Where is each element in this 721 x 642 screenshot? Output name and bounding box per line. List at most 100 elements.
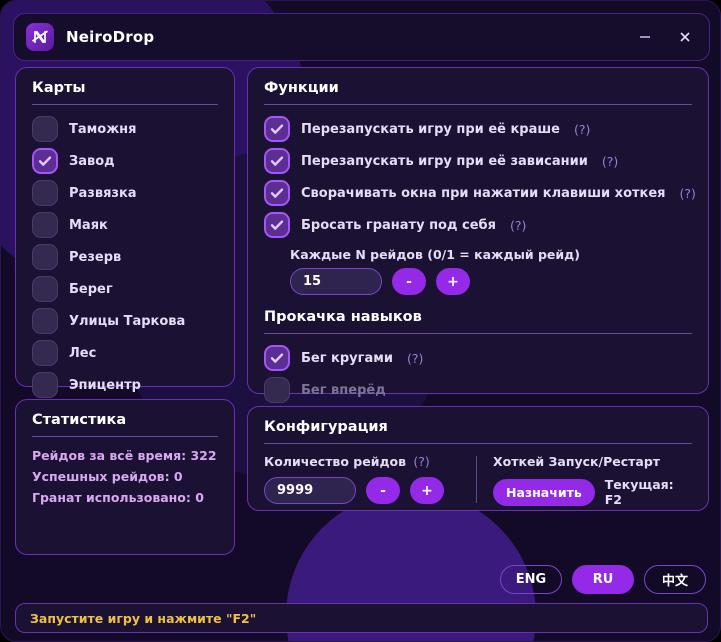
checkbox-checked-icon[interactable] <box>264 180 290 206</box>
maps-list: Таможня Завод Развязка Маяк Резерв Берег Улицы… <box>16 113 234 401</box>
function-item-help-icon[interactable]: (?) <box>574 121 591 137</box>
function-item-1[interactable]: Перезапускать игру при её зависании (?) <box>248 145 708 177</box>
checkbox-unchecked-icon[interactable] <box>32 212 58 238</box>
hotkey-row: Назначить Текущая: F2 <box>493 477 692 507</box>
statistic-line-2: Гранат использовано: 0 <box>32 490 204 505</box>
raids-count-label: Количество рейдов (?) <box>264 454 476 469</box>
skill-item-help-icon[interactable]: (?) <box>406 350 424 366</box>
minimize-icon[interactable] <box>627 20 663 54</box>
map-item-2[interactable]: Развязка <box>16 177 234 209</box>
raids-increment-button[interactable]: + <box>410 477 444 504</box>
interval-stepper: - + <box>248 266 708 295</box>
checkbox-checked-icon[interactable] <box>264 212 290 238</box>
checkbox-unchecked-icon[interactable] <box>32 340 58 366</box>
status-message: Запустите игру и нажмите "F2" <box>30 610 257 626</box>
divider <box>264 104 692 105</box>
functions-panel: Функции Перезапускать игру при её краше (… <box>247 67 709 403</box>
function-item-3[interactable]: Бросать гранату под себя (?) <box>248 209 708 241</box>
checkbox-unchecked-icon[interactable] <box>32 116 58 142</box>
divider <box>264 333 692 334</box>
raids-count-help-icon[interactable]: (?) <box>413 454 430 469</box>
map-item-label: Таможня <box>69 121 137 137</box>
current-hotkey-value: Текущая: F2 <box>604 477 674 507</box>
checkbox-checked-icon[interactable] <box>264 116 290 142</box>
map-item-5[interactable]: Берег <box>16 273 234 305</box>
map-item-4[interactable]: Резерв <box>16 241 234 273</box>
map-item-label: Маяк <box>69 217 108 233</box>
title-bar: NeiroDrop <box>13 13 710 61</box>
statistics-panel: Статистика Рейдов за всё время: 322 Успеш… <box>15 399 235 555</box>
skills-list: Бег кругами (?) Бег вперёд <box>248 342 708 406</box>
map-item-3[interactable]: Маяк <box>16 209 234 241</box>
statistics-list: Рейдов за всё время: 322 Успешных рейдов:… <box>16 445 234 508</box>
map-item-label: Лес <box>69 345 97 361</box>
divider <box>264 443 692 444</box>
checkbox-unchecked-icon[interactable] <box>32 180 58 206</box>
hotkey-group: Хоткей Запуск/Рестарт Назначить Текущая:… <box>493 454 692 507</box>
map-item-label: Эпицентр <box>69 377 141 393</box>
checkbox-unchecked-icon[interactable] <box>32 372 58 398</box>
hotkey-label: Хоткей Запуск/Рестарт <box>493 454 661 469</box>
skill-item-1: Бег вперёд <box>248 374 708 406</box>
skill-item-label: Бег вперёд <box>301 382 386 398</box>
language-button-中文[interactable]: 中文 <box>644 565 706 594</box>
map-item-label: Резерв <box>69 249 122 265</box>
checkbox-unchecked-icon[interactable] <box>32 276 58 302</box>
close-icon[interactable] <box>667 20 703 54</box>
window-controls <box>627 20 703 54</box>
map-item-8[interactable]: Эпицентр <box>16 369 234 401</box>
maps-panel-title: Карты <box>32 80 86 96</box>
map-item-label: Завод <box>69 153 115 169</box>
map-item-7[interactable]: Лес <box>16 337 234 369</box>
interval-decrement-button[interactable]: - <box>392 268 426 295</box>
checkbox-checked-icon[interactable] <box>264 148 290 174</box>
raids-stepper: - + <box>264 477 476 504</box>
statistics-panel-title: Статистика <box>32 412 127 428</box>
language-switcher: ENG RU 中文 <box>500 565 706 594</box>
map-item-label: Развязка <box>69 185 137 201</box>
map-item-1[interactable]: Завод <box>16 145 234 177</box>
function-item-label: Сворачивать окна при нажатии клавиши хот… <box>301 185 666 201</box>
checkbox-checked-icon[interactable] <box>264 345 290 371</box>
statistic-line-0: Рейдов за всё время: 322 <box>32 448 217 463</box>
map-item-6[interactable]: Улицы Таркова <box>16 305 234 337</box>
divider <box>32 436 218 437</box>
neirodrop-logo-icon <box>26 23 54 51</box>
functions-list: Перезапускать игру при её краше (?) Переза… <box>248 113 708 241</box>
divider <box>32 104 218 105</box>
map-item-label: Улицы Таркова <box>69 313 186 329</box>
interval-increment-button[interactable]: + <box>436 268 470 295</box>
skill-item-label: Бег кругами <box>301 350 393 366</box>
window-title: NeiroDrop <box>66 28 155 46</box>
vertical-divider <box>476 456 477 503</box>
raids-count-label-text: Количество рейдов <box>264 454 407 469</box>
maps-panel: Карты Таможня Завод Развязка Маяк Резерв Бере… <box>15 67 235 398</box>
skill-item-0[interactable]: Бег кругами (?) <box>248 342 708 374</box>
language-button-eng[interactable]: ENG <box>500 565 562 594</box>
checkbox-unchecked-icon[interactable] <box>32 244 58 270</box>
raids-count-input[interactable] <box>264 477 356 504</box>
functions-panel-title: Функции <box>264 80 339 96</box>
function-item-2[interactable]: Сворачивать окна при нажатии клавиши хот… <box>248 177 708 209</box>
raids-decrement-button[interactable]: - <box>366 477 400 504</box>
function-item-label: Бросать гранату под себя <box>301 217 496 233</box>
interval-input[interactable] <box>290 268 382 295</box>
interval-label: Каждые N рейдов (0/1 = каждый рейд) <box>290 247 580 262</box>
function-item-help-icon[interactable]: (?) <box>509 217 527 233</box>
checkbox-unchecked-icon[interactable] <box>32 308 58 334</box>
status-bar: Запустите игру и нажмите "F2" <box>15 603 708 633</box>
statistic-line-1: Успешных рейдов: 0 <box>32 469 183 484</box>
language-button-ru[interactable]: RU <box>572 565 634 594</box>
checkbox-unchecked-icon <box>264 377 290 403</box>
function-item-help-icon[interactable]: (?) <box>679 185 696 201</box>
checkbox-checked-icon[interactable] <box>32 148 58 174</box>
function-item-label: Перезапускать игру при её зависании <box>301 153 588 169</box>
assign-hotkey-button[interactable]: Назначить <box>493 478 595 506</box>
map-item-0[interactable]: Таможня <box>16 113 234 145</box>
function-item-label: Перезапускать игру при её краше <box>301 121 560 137</box>
map-item-label: Берег <box>69 281 113 297</box>
function-item-help-icon[interactable]: (?) <box>601 153 619 169</box>
raids-count-group: Количество рейдов (?) - + <box>264 454 476 507</box>
function-item-0[interactable]: Перезапускать игру при её краше (?) <box>248 113 708 145</box>
